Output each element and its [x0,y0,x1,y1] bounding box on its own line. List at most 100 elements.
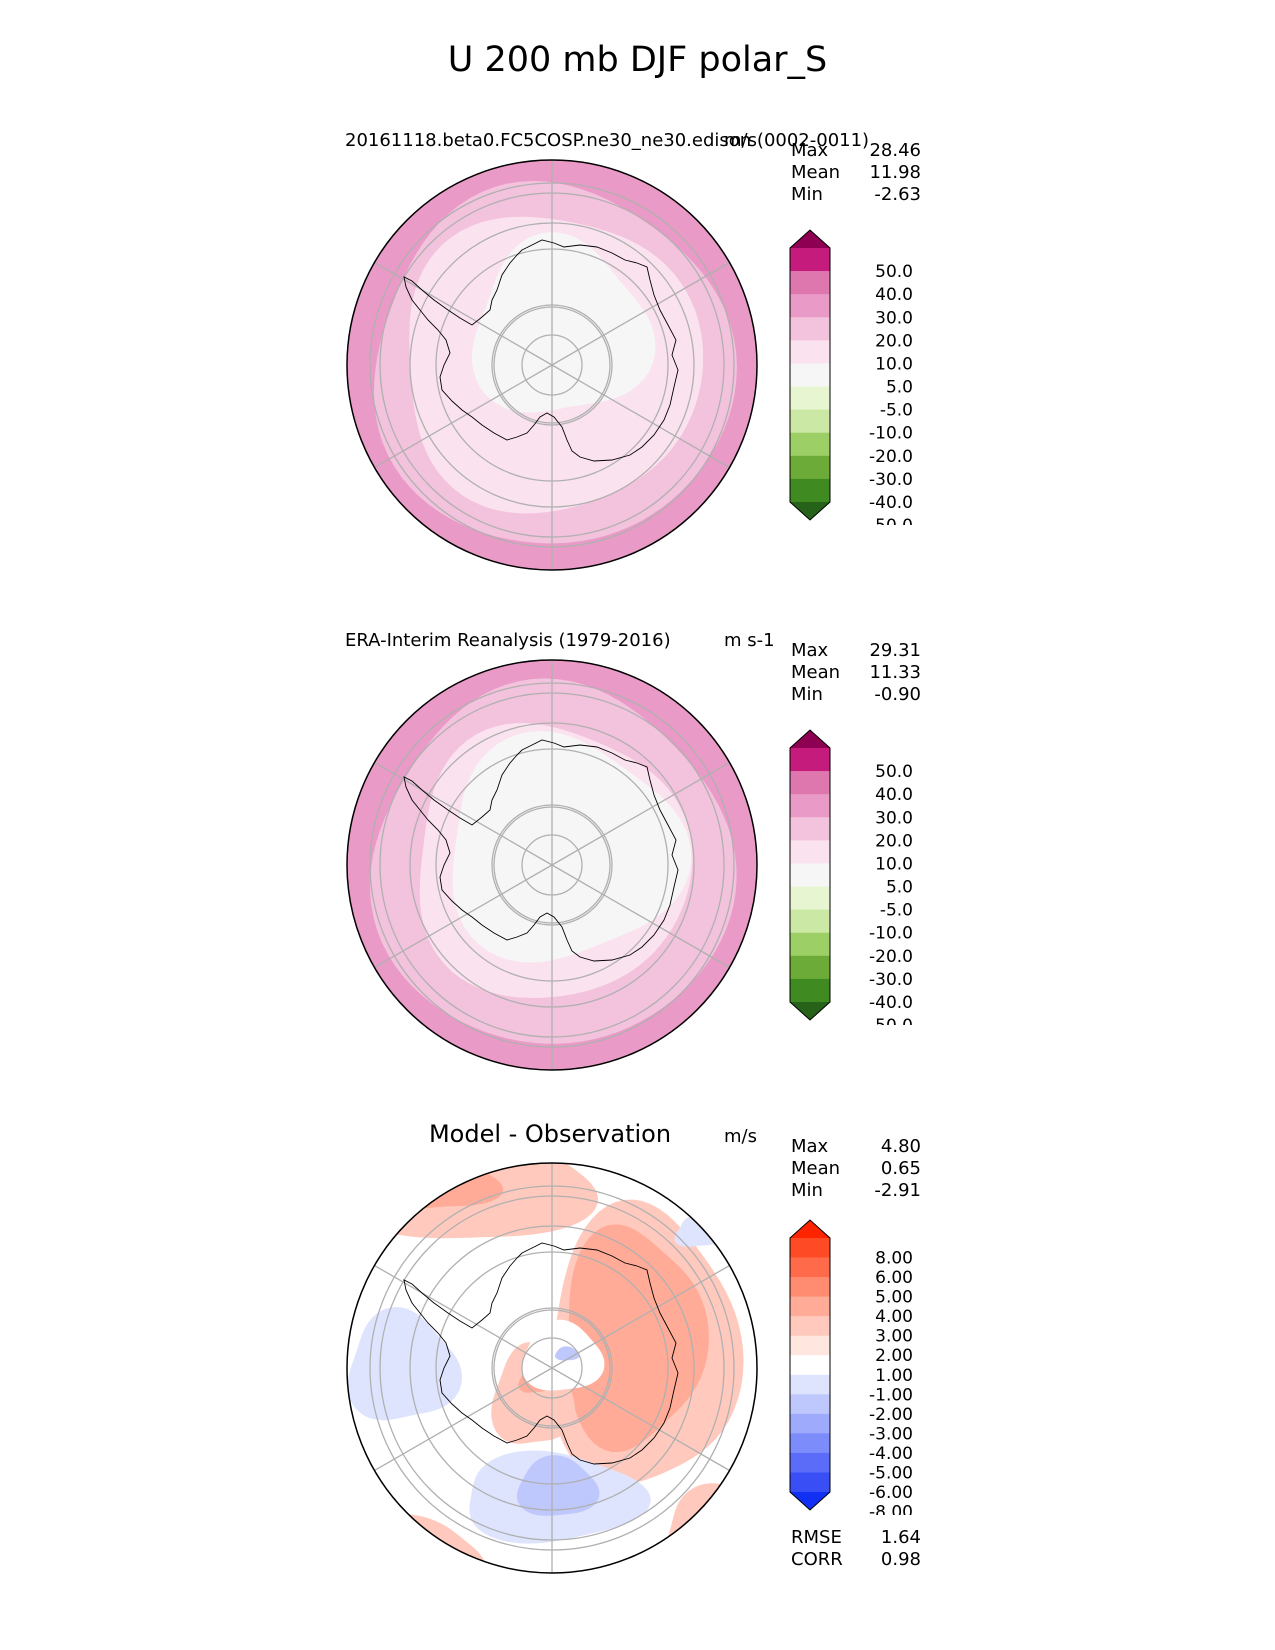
longitude-gridline [551,1367,730,1472]
map-boundary [346,159,758,571]
colorbar-extend-max [790,230,830,248]
polar-map-ref [346,659,758,1071]
longitude-gridline [551,1264,730,1369]
colorbar-tick-label: 3.00 [875,1327,913,1347]
colorbar-tick-label: -6.00 [869,1483,913,1503]
panel-test: 20161118.beta0.FC5COSP.ne30_ne30.edison … [0,130,1275,600]
stat-max-value: 29.31 [869,640,921,661]
colorbar-tick-label: 6.00 [875,1268,913,1288]
colorbar-segment [790,1335,830,1356]
longitude-gridline [374,261,553,366]
colorbar-segment [790,1257,830,1278]
colorbar-tick-label: -20.0 [869,447,913,467]
longitude-gridline [374,1367,553,1472]
colorbar-segment [790,1355,830,1376]
colorbar-segment [790,248,830,272]
colorbar-tick-label: -30.0 [869,970,913,990]
colorbar-tick-label: -10.0 [869,424,913,444]
colorbar-segment [790,1452,830,1473]
stat-min-label: Min [791,1180,823,1201]
colorbar-tick-label: 1.00 [875,1366,913,1386]
colorbar-segment [790,817,830,841]
colorbar-segment [790,932,830,957]
stats-test: Max 28.46 Mean 11.98 Min -2.63 [791,140,921,206]
colorbar-segment [790,1277,830,1297]
antarctica-coastline [403,239,679,462]
colorbar-tick-label: -5.00 [869,1463,913,1483]
colorbar-segment [790,1433,830,1454]
longitude-gridline [374,364,553,469]
colorbar-tick-label: -50.0 [869,516,913,525]
longitude-gridline [551,761,730,866]
colorbar-segment [790,1394,830,1415]
stat-max-label: Max [791,1136,829,1157]
rmse-value: 1.64 [880,1527,921,1548]
colorbar-tick-label: 20.0 [875,831,913,851]
colorbar-ref: 50.0 40.0 30.0 20.0 10.0 5.0 -5.0 -10.0 -20.0 -30… [789,729,913,1025]
longitude-gridline [551,364,730,469]
colorbar-tick-label: 8.00 [875,1249,913,1269]
colorbar-tick-label: 5.0 [886,878,913,898]
colorbar-segment [790,340,830,364]
colorbar-segment [790,1374,830,1395]
units-ref: m s-1 [724,630,775,651]
stat-max-value: 4.80 [880,1136,921,1157]
stat-min-value: -2.91 [874,1180,921,1201]
colorbar-diff: 8.006.005.004.003.002.001.00-1.00-2.00-3… [789,1219,913,1515]
panel-title-test: 20161118.beta0.FC5COSP.ne30_ne30.edison … [345,130,870,151]
colorbar-tick-label: 30.0 [875,808,913,828]
colorbar-segment [790,317,830,341]
colorbar-test: 50.0 40.0 30.0 20.0 10.0 5.0 -5.0 -10.0 -20.0 -30… [789,229,913,525]
colorbar-segment [790,386,830,410]
field-negative-2-3 [555,1346,580,1361]
colorbar-segment [790,771,830,795]
panel-diff: Model - Observation m/s Max 4.80 Mean 0.65… [0,1120,1275,1590]
map-boundary [346,1162,758,1574]
colorbar-extend-min [790,1492,830,1510]
stat-max-label: Max [791,140,829,161]
panel-ref: ERA-Interim Reanalysis (1979-2016) m s-1… [0,630,1275,1100]
units-diff: m/s [724,1126,757,1147]
colorbar-tick-label: -40.0 [869,993,913,1013]
colorbar-segment [790,1472,830,1493]
polar-map-diff [346,1162,758,1574]
longitude-gridline [374,761,553,866]
polar-map-test [346,159,758,571]
colorbar-segment [790,1296,830,1317]
colorbar-tick-label: -8.00 [869,1503,913,1515]
colorbar-segment [790,455,830,480]
colorbar-tick-label: 5.0 [886,378,913,398]
longitude-gridline [374,864,553,969]
colorbar-tick-label: -5.0 [880,401,913,421]
stat-min-value: -0.90 [874,684,921,705]
colorbar-tick-label: 40.0 [875,285,913,305]
panel-title-diff: Model - Observation [428,1120,672,1148]
stat-min-label: Min [791,684,823,705]
map-boundary [346,659,758,1071]
colorbar-tick-label: 4.00 [875,1307,913,1327]
colorbar-tick-label: 50.0 [875,262,913,282]
colorbar-segment [790,363,830,387]
stats-diff: Max 4.80 Mean 0.65 Min -2.91 [791,1136,921,1202]
colorbar-segment [790,1316,830,1336]
antarctica-coastline [403,1242,679,1465]
colorbar-extend-max [790,1220,830,1238]
colorbar-outline [789,1219,831,1511]
colorbar-tick-label: -50.0 [869,1016,913,1025]
colorbar-extend-max [790,730,830,748]
colorbar-tick-label: 20.0 [875,331,913,351]
colorbar-tick-label: -5.0 [880,901,913,921]
diff-metrics: RMSE 1.64 CORR 0.98 [791,1527,921,1571]
colorbar-extend-min [790,1002,830,1020]
antarctica-coastline [403,739,679,962]
colorbar-tick-label: -10.0 [869,924,913,944]
colorbar-tick-label: -30.0 [869,470,913,490]
colorbar-segment [790,863,830,887]
colorbar-tick-label: 40.0 [875,785,913,805]
colorbar-tick-label: -2.00 [869,1405,913,1425]
stat-max-value: 28.46 [869,140,921,161]
colorbar-tick-label: -1.00 [869,1385,913,1405]
stat-mean-label: Mean [791,1158,841,1179]
stat-mean-value: 11.98 [869,162,921,183]
colorbar-segment [790,909,830,934]
